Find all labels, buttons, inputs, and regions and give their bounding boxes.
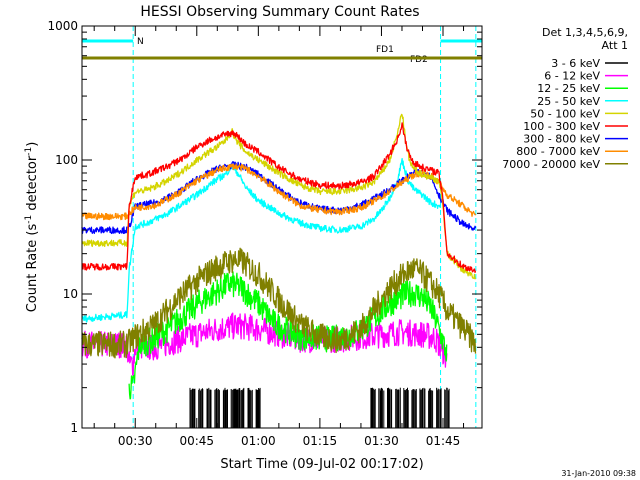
y-axis-title-mid: detector — [25, 155, 40, 215]
legend-label-4: 50 - 100 keV — [530, 107, 600, 120]
legend-label-7: 800 - 7000 keV — [516, 145, 600, 158]
x-tick-label-0045: 00:45 — [179, 434, 214, 448]
footer-timestamp: 31-Jan-2010 09:38 — [561, 469, 636, 478]
y-tick-label-100: 100 — [55, 153, 78, 167]
y-axis-title-end: ) — [25, 142, 40, 147]
series-800-7000-kev — [81, 163, 477, 221]
legend-label-8: 7000 - 20000 keV — [502, 158, 600, 171]
x-axis: 00:30 00:45 01:00 01:15 01:30 01:45 — [93, 26, 465, 448]
y-tick-label-1: 1 — [70, 421, 78, 435]
x-tick-label-0130: 01:30 — [364, 434, 399, 448]
x-tick-label-0115: 01:15 — [303, 434, 338, 448]
flags-layer: N FD1 FD2 — [82, 37, 482, 65]
series-12-25-kev — [128, 271, 448, 400]
legend-label-1: 6 - 12 keV — [544, 70, 600, 83]
flag-fd1-label: FD1 — [376, 45, 394, 55]
x-tick-label-0030: 00:30 — [118, 434, 153, 448]
flag-fd2-label: FD2 — [410, 55, 428, 65]
chart-title: HESSI Observing Summary Count Rates — [140, 4, 419, 20]
series-7000-20000-kev — [81, 247, 477, 359]
y-tick-label-10: 10 — [63, 287, 78, 301]
y-axis-title-sup-1: -1 — [24, 215, 34, 224]
x-axis-title: Start Time (09-Jul-02 00:17:02) — [220, 457, 423, 472]
legend-title-line-1: Det 1,3,4,5,6,9, — [542, 26, 628, 39]
legend-label-3: 25 - 50 keV — [537, 95, 600, 108]
series-25-50-kev — [81, 157, 442, 323]
y-tick-label-1000: 1000 — [47, 19, 78, 33]
y-axis-title-sup-2: -1 — [24, 147, 34, 156]
series-100-300-kev — [81, 122, 477, 274]
plot-frame — [81, 25, 483, 429]
legend-label-2: 12 - 25 keV — [537, 82, 600, 95]
series-50-100-kev — [81, 113, 477, 280]
series-layer — [81, 113, 477, 428]
series-3-6-kev — [189, 387, 450, 428]
y-axis-title-main: Count Rate (s — [25, 224, 40, 313]
legend-label-0: 3 - 6 keV — [551, 57, 600, 70]
legend-label-6: 300 - 800 keV — [523, 133, 600, 146]
legend-label-5: 100 - 300 keV — [523, 120, 600, 133]
x-tick-label-0100: 01:00 — [241, 434, 276, 448]
legend-title-line-2: Att 1 — [602, 39, 628, 52]
y-axis-title: Count Rate (s-1 detector-1) — [24, 142, 40, 313]
y-axis: 1 10 100 1000 — [47, 19, 482, 435]
flag-n-label: N — [137, 37, 144, 47]
x-tick-label-0145: 01:45 — [426, 434, 461, 448]
